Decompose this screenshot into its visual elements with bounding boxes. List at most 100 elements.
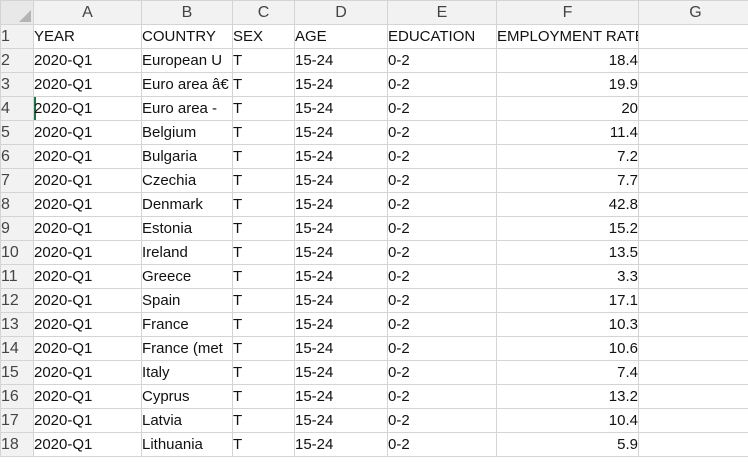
cell[interactable]: EMPLOYMENT RATE [496, 24, 639, 49]
cell[interactable]: 0-2 [387, 264, 497, 289]
column-header-d[interactable]: D [294, 0, 388, 25]
cell[interactable]: EDUCATION [387, 24, 497, 49]
column-header-e[interactable]: E [387, 0, 497, 25]
cell[interactable]: 2020-Q1 [33, 408, 142, 433]
cell[interactable]: 15-24 [294, 72, 388, 97]
cell[interactable]: 0-2 [387, 120, 497, 145]
cell[interactable]: 0-2 [387, 408, 497, 433]
row-header[interactable]: 12 [0, 288, 34, 313]
cell[interactable]: Cyprus [141, 384, 233, 409]
cell[interactable] [638, 312, 748, 337]
cell[interactable]: Estonia [141, 216, 233, 241]
cell[interactable]: Belgium [141, 120, 233, 145]
active-cell[interactable]: 2020-Q1 [33, 96, 142, 121]
cell[interactable] [638, 168, 748, 193]
cell[interactable]: T [232, 312, 295, 337]
cell[interactable]: 0-2 [387, 336, 497, 361]
cell[interactable]: 0-2 [387, 384, 497, 409]
cell[interactable]: 17.1 [496, 288, 639, 313]
cell[interactable]: 15-24 [294, 288, 388, 313]
cell[interactable]: AGE [294, 24, 388, 49]
select-all-corner[interactable] [0, 0, 34, 25]
cell[interactable]: European U [141, 48, 233, 73]
cell[interactable] [638, 216, 748, 241]
cell[interactable]: Greece [141, 264, 233, 289]
cell[interactable]: 2020-Q1 [33, 168, 142, 193]
cell[interactable] [638, 336, 748, 361]
cell[interactable]: 15-24 [294, 240, 388, 265]
cell[interactable]: 0-2 [387, 144, 497, 169]
cell[interactable]: 0-2 [387, 168, 497, 193]
cell[interactable] [638, 288, 748, 313]
row-header[interactable]: 17 [0, 408, 34, 433]
cell[interactable]: 15-24 [294, 48, 388, 73]
cell[interactable]: 0-2 [387, 216, 497, 241]
cell[interactable]: 2020-Q1 [33, 72, 142, 97]
cell[interactable]: T [232, 168, 295, 193]
cell[interactable]: T [232, 120, 295, 145]
cell[interactable]: T [232, 384, 295, 409]
cell[interactable]: 2020-Q1 [33, 120, 142, 145]
cell[interactable]: Czechia [141, 168, 233, 193]
column-header-a[interactable]: A [33, 0, 142, 25]
cell[interactable]: T [232, 360, 295, 385]
cell[interactable]: 15-24 [294, 192, 388, 217]
cell[interactable]: 0-2 [387, 48, 497, 73]
cell[interactable]: 15-24 [294, 120, 388, 145]
cell[interactable]: T [232, 96, 295, 121]
row-header[interactable]: 6 [0, 144, 34, 169]
cell[interactable]: Euro area â€ [141, 72, 233, 97]
cell[interactable]: 2020-Q1 [33, 360, 142, 385]
cell[interactable]: T [232, 264, 295, 289]
cell[interactable]: 42.8 [496, 192, 639, 217]
row-header[interactable]: 9 [0, 216, 34, 241]
row-header[interactable]: 8 [0, 192, 34, 217]
cell[interactable]: 15-24 [294, 336, 388, 361]
cell[interactable]: 7.7 [496, 168, 639, 193]
cell[interactable] [638, 144, 748, 169]
row-header[interactable]: 4 [0, 96, 34, 121]
row-header[interactable]: 15 [0, 360, 34, 385]
row-header[interactable]: 1 [0, 24, 34, 49]
cell[interactable]: 15-24 [294, 312, 388, 337]
cell[interactable]: Ireland [141, 240, 233, 265]
select-all-triangle-icon[interactable] [19, 10, 31, 22]
cell[interactable]: 15-24 [294, 96, 388, 121]
cell[interactable] [638, 360, 748, 385]
cell[interactable]: 15-24 [294, 360, 388, 385]
row-header[interactable]: 5 [0, 120, 34, 145]
row-header[interactable]: 11 [0, 264, 34, 289]
cell[interactable]: Latvia [141, 408, 233, 433]
cell[interactable]: 13.2 [496, 384, 639, 409]
cell[interactable]: 0-2 [387, 360, 497, 385]
row-header[interactable]: 3 [0, 72, 34, 97]
cell[interactable]: 15-24 [294, 144, 388, 169]
cell[interactable]: 15.2 [496, 216, 639, 241]
row-header[interactable]: 14 [0, 336, 34, 361]
cell[interactable]: France (met [141, 336, 233, 361]
cell[interactable]: T [232, 192, 295, 217]
cell[interactable] [638, 120, 748, 145]
cell[interactable]: 5.9 [496, 432, 639, 457]
cell[interactable] [638, 24, 748, 49]
cell[interactable] [638, 192, 748, 217]
cell[interactable]: T [232, 408, 295, 433]
cell[interactable] [638, 384, 748, 409]
cell[interactable]: 15-24 [294, 384, 388, 409]
cell[interactable]: T [232, 48, 295, 73]
cell[interactable]: 2020-Q1 [33, 144, 142, 169]
cell[interactable]: 0-2 [387, 240, 497, 265]
cell[interactable] [638, 48, 748, 73]
row-header[interactable]: 13 [0, 312, 34, 337]
cell[interactable]: 7.2 [496, 144, 639, 169]
cell[interactable]: YEAR [33, 24, 142, 49]
cell[interactable]: 19.9 [496, 72, 639, 97]
cell[interactable]: 15-24 [294, 216, 388, 241]
cell[interactable]: 2020-Q1 [33, 312, 142, 337]
cell[interactable]: COUNTRY [141, 24, 233, 49]
cell[interactable]: 13.5 [496, 240, 639, 265]
cell[interactable]: 2020-Q1 [33, 192, 142, 217]
cell[interactable]: 3.3 [496, 264, 639, 289]
cell[interactable]: T [232, 432, 295, 457]
cell[interactable]: Euro area - [141, 96, 233, 121]
